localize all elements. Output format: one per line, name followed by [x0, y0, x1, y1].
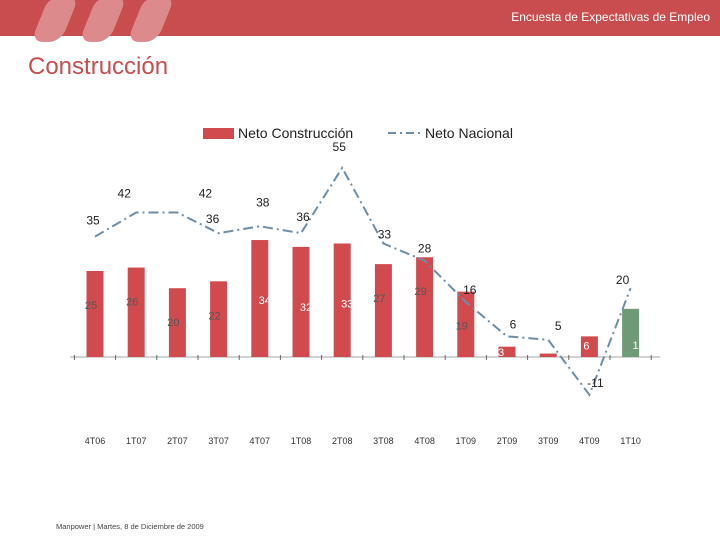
x-tick-label: 4T07: [250, 436, 271, 446]
bar-value-label: 6: [583, 340, 589, 352]
line-value-label: 36: [206, 212, 220, 226]
bar: [622, 308, 640, 357]
bar-value-label: 33: [341, 298, 353, 310]
bar-value-label: 20: [167, 317, 179, 329]
bar-value-label: 26: [126, 297, 138, 309]
x-tick-label: 3T07: [208, 436, 229, 446]
line-value-label: 42: [118, 187, 132, 201]
line-value-label: 38: [256, 195, 270, 209]
legend-swatch-bar: [203, 128, 234, 139]
line-value-label: 36: [296, 210, 310, 224]
x-tick-label: 4T06: [85, 436, 106, 446]
line-value-label: 35: [86, 214, 100, 228]
legend-label-line: Neto Nacional: [425, 125, 513, 141]
line-value-label: 6: [510, 317, 517, 331]
bar: [292, 246, 310, 357]
line-value-label: 16: [463, 283, 477, 297]
line-value-label: -11: [587, 376, 604, 390]
x-tick-label: 3T09: [538, 436, 559, 446]
bar-value-label: 34: [259, 295, 271, 307]
bar: [539, 353, 557, 357]
bar-value-label: 25: [85, 300, 97, 312]
x-tick-label: 1T07: [126, 436, 147, 446]
line-value-label: 20: [616, 273, 630, 287]
bar: [251, 240, 269, 357]
bar-value-label: 27: [373, 293, 385, 305]
bar-value-label: 19: [456, 321, 468, 333]
bar: [86, 271, 104, 357]
bar-value-label: 32: [300, 302, 312, 314]
bar: [416, 257, 434, 357]
x-tick-label: 1T09: [456, 436, 477, 446]
x-tick-label: 4T09: [579, 436, 600, 446]
bar-value-label: 3: [498, 347, 504, 359]
bar: [374, 264, 392, 357]
bar-value-label: 14: [632, 340, 644, 352]
header-bar: Encuesta de Expectativas de Empleo: [0, 0, 720, 42]
bar-value-label: 29: [414, 286, 426, 298]
header-title: Encuesta de Expectativas de Empleo: [511, 10, 710, 24]
series-line-neto-nacional: [94, 165, 632, 397]
footer-text: Manpower | Martes, 8 de Diciembre de 200…: [56, 522, 204, 531]
bar: [580, 336, 598, 357]
x-tick-label: 1T08: [291, 436, 312, 446]
line-value-label: 5: [555, 319, 562, 333]
x-tick-label: 4T08: [414, 436, 435, 446]
line-value-label: 33: [378, 227, 392, 241]
x-tick-label: 2T07: [167, 436, 188, 446]
bar: [168, 288, 186, 357]
x-tick-label: 2T09: [497, 436, 518, 446]
bar: [210, 281, 228, 357]
bar: [498, 346, 516, 357]
bar-value-label: 22: [208, 310, 220, 322]
legend-label-bar: Neto Construcción: [238, 125, 353, 141]
line-value-label: 55: [333, 140, 347, 154]
x-tick-label: 3T08: [373, 436, 394, 446]
x-tick-label: 1T10: [620, 436, 641, 446]
x-tick-label: 2T08: [332, 436, 353, 446]
bar: [127, 267, 145, 357]
line-value-label: 42: [199, 187, 213, 201]
bar: [333, 243, 351, 357]
line-value-label: 28: [418, 242, 432, 256]
bar: [457, 291, 475, 357]
section-title: Construcción: [28, 53, 169, 80]
